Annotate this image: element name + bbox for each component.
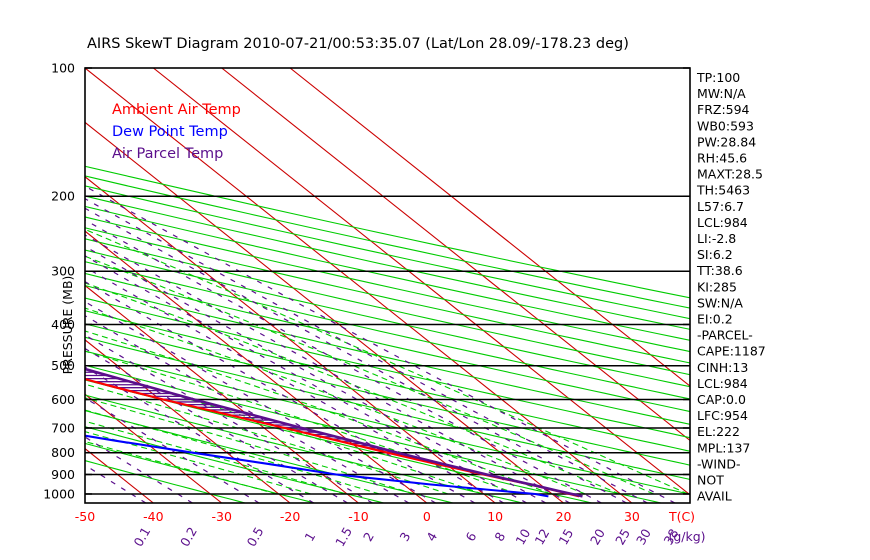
- index-wb0-593: WB0:593: [697, 118, 754, 133]
- index-ei-0-2: EI:0.2: [697, 312, 733, 327]
- pressure-tick-300: 300: [51, 264, 75, 279]
- pressure-tick-marks: [85, 67, 690, 495]
- air-parcel-temp-curve: [85, 367, 583, 498]
- bottom-temp-tick--10: -10: [348, 509, 368, 524]
- bottom-temperature-tick-labels: -50 -40 -30 -20 -10 0 10 20 30 T(C): [75, 509, 695, 524]
- pressure-tick-600: 600: [51, 392, 75, 407]
- mixing-ratio-tick-25: 25: [612, 526, 633, 547]
- index-rh-45-6: RH:45.6: [697, 151, 747, 166]
- mixing-ratio-tick-10: 10: [512, 526, 533, 547]
- pressure-tick-900: 900: [51, 467, 75, 482]
- index-lfc-954: LFC:954: [697, 408, 748, 423]
- mixing-ratio-tick-38: 38: [661, 526, 682, 547]
- index--wind-: -WIND-: [697, 456, 741, 471]
- index-maxt-28-5: MAXT:28.5: [697, 167, 763, 182]
- mixing-ratio-tick-20: 20: [587, 526, 608, 547]
- legend: Ambient Air Temp Dew Point Temp Air Parcel…: [112, 102, 241, 162]
- index-mpl-137: MPL:137: [697, 440, 750, 455]
- index-si-6-2: SI:6.2: [697, 247, 733, 262]
- index-l57-6-7: L57:6.7: [697, 199, 744, 214]
- mixing-ratio-tick-15: 15: [555, 526, 576, 547]
- bottom-temp-tick-20: 20: [556, 509, 572, 524]
- legend-item-air-parcel-temp: Air Parcel Temp: [112, 146, 223, 162]
- index-lcl-984: LCL:984: [697, 215, 748, 230]
- index-sw-n-a: SW:N/A: [697, 295, 743, 310]
- pressure-tick-1000: 1000: [43, 486, 75, 501]
- mixing-ratio-unit: (g/kg): [668, 529, 705, 544]
- index-li-2-8: LI:-2.8: [697, 231, 736, 246]
- page-title: AIRS SkewT Diagram 2010-07-21/00:53:35.0…: [87, 36, 629, 52]
- legend-item-ambient-air-temp: Ambient Air Temp: [112, 102, 241, 118]
- dew-point-temp-curve: [85, 434, 549, 498]
- pressure-tick-400: 400: [51, 317, 75, 332]
- index-not: NOT: [697, 473, 724, 488]
- index-tt-38-6: TT:38.6: [696, 263, 743, 278]
- index-cinh-13: CINH:13: [697, 360, 748, 375]
- bottom-temp-tick--20: -20: [280, 509, 300, 524]
- index--parcel-: -PARCEL-: [697, 328, 753, 343]
- index-th-5463: TH:5463: [696, 183, 750, 198]
- bottom-temp-tick-10: 10: [487, 509, 503, 524]
- pressure-tick-500: 500: [51, 358, 75, 373]
- bottom-temp-tick--40: -40: [143, 509, 163, 524]
- y-axis-label: PRESSURE (MB): [60, 276, 75, 375]
- pressure-tick-labels: 100 200 300 400 500 600 700 800 900 1000: [43, 61, 75, 502]
- index-el-222: EL:222: [697, 424, 740, 439]
- index-mw-n-a: MW:N/A: [697, 86, 746, 101]
- pressure-tick-700: 700: [51, 420, 75, 435]
- plot-frame: [84, 67, 691, 504]
- index-cape-1187: CAPE:1187: [697, 344, 766, 359]
- index-tp-100: TP:100: [696, 70, 740, 85]
- pressure-tick-200: 200: [51, 189, 75, 204]
- bottom-temp-tick-30: 30: [624, 509, 640, 524]
- index-lcl-984: LCL:984: [697, 376, 748, 391]
- mixing-ratio-tick-12: 12: [531, 526, 552, 547]
- ambient-air-temp-curve: [85, 378, 580, 498]
- index-avail: AVAIL: [697, 489, 732, 504]
- mixing-ratio-tick-30: 30: [633, 526, 654, 547]
- legend-item-dew-point-temp: Dew Point Temp: [112, 124, 228, 140]
- bottom-temp-tick-0: 0: [423, 509, 431, 524]
- index-pw-28-84: PW:28.84: [697, 134, 756, 149]
- bottom-temp-tick--50: -50: [75, 509, 95, 524]
- pressure-tick-100: 100: [51, 61, 75, 76]
- bottom-temp-unit: T(C): [668, 509, 695, 524]
- pressure-tick-800: 800: [51, 445, 75, 460]
- bottom-temp-tick--30: -30: [212, 509, 232, 524]
- index-frz-594: FRZ:594: [697, 102, 750, 117]
- index-cap-0-0: CAP:0.0: [697, 392, 746, 407]
- index-ki-285: KI:285: [697, 279, 737, 294]
